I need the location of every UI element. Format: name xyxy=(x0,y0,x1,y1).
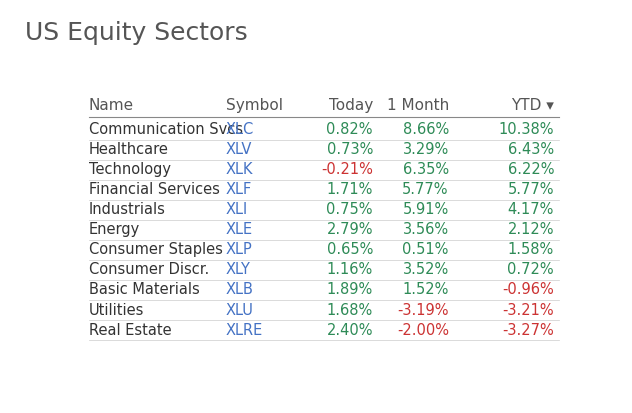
Text: 4.17%: 4.17% xyxy=(507,202,554,217)
Text: 0.75%: 0.75% xyxy=(326,202,373,217)
Text: 0.51%: 0.51% xyxy=(403,242,449,257)
Text: 2.12%: 2.12% xyxy=(507,222,554,237)
Text: 3.56%: 3.56% xyxy=(403,222,449,237)
Text: 2.79%: 2.79% xyxy=(326,222,373,237)
Text: -3.21%: -3.21% xyxy=(502,303,554,318)
Text: YTD ▾: YTD ▾ xyxy=(511,98,554,113)
Text: Technology: Technology xyxy=(88,162,171,177)
Text: XLB: XLB xyxy=(226,282,254,297)
Text: 3.29%: 3.29% xyxy=(403,142,449,157)
Text: 1.71%: 1.71% xyxy=(327,182,373,197)
Text: 6.35%: 6.35% xyxy=(403,162,449,177)
Text: Basic Materials: Basic Materials xyxy=(88,282,200,297)
Text: 0.65%: 0.65% xyxy=(327,242,373,257)
Text: -0.96%: -0.96% xyxy=(502,282,554,297)
Text: Consumer Discr.: Consumer Discr. xyxy=(88,262,209,278)
Text: Energy: Energy xyxy=(88,222,140,237)
Text: 1 Month: 1 Month xyxy=(387,98,449,113)
Text: 10.38%: 10.38% xyxy=(499,122,554,137)
Text: 6.22%: 6.22% xyxy=(507,162,554,177)
Text: -3.19%: -3.19% xyxy=(398,303,449,318)
Text: XLU: XLU xyxy=(226,303,254,318)
Text: -2.00%: -2.00% xyxy=(397,323,449,337)
Text: 5.91%: 5.91% xyxy=(403,202,449,217)
Text: 0.82%: 0.82% xyxy=(326,122,373,137)
Text: XLK: XLK xyxy=(226,162,253,177)
Text: Name: Name xyxy=(88,98,134,113)
Text: 8.66%: 8.66% xyxy=(403,122,449,137)
Text: XLP: XLP xyxy=(226,242,253,257)
Text: Real Estate: Real Estate xyxy=(88,323,171,337)
Text: 2.40%: 2.40% xyxy=(326,323,373,337)
Text: XLC: XLC xyxy=(226,122,254,137)
Text: 0.73%: 0.73% xyxy=(327,142,373,157)
Text: 1.58%: 1.58% xyxy=(508,242,554,257)
Text: Symbol: Symbol xyxy=(226,98,283,113)
Text: XLV: XLV xyxy=(226,142,252,157)
Text: 1.16%: 1.16% xyxy=(327,262,373,278)
Text: XLI: XLI xyxy=(226,202,248,217)
Text: US Equity Sectors: US Equity Sectors xyxy=(25,21,248,45)
Text: 1.52%: 1.52% xyxy=(403,282,449,297)
Text: 6.43%: 6.43% xyxy=(508,142,554,157)
Text: Today: Today xyxy=(329,98,373,113)
Text: 5.77%: 5.77% xyxy=(403,182,449,197)
Text: Healthcare: Healthcare xyxy=(88,142,169,157)
Text: Utilities: Utilities xyxy=(88,303,144,318)
Text: -0.21%: -0.21% xyxy=(321,162,373,177)
Text: 1.68%: 1.68% xyxy=(327,303,373,318)
Text: -3.27%: -3.27% xyxy=(502,323,554,337)
Text: XLE: XLE xyxy=(226,222,253,237)
Text: XLY: XLY xyxy=(226,262,251,278)
Text: 0.72%: 0.72% xyxy=(507,262,554,278)
Text: Consumer Staples: Consumer Staples xyxy=(88,242,222,257)
Text: Communication Svcs: Communication Svcs xyxy=(88,122,243,137)
Text: XLRE: XLRE xyxy=(226,323,263,337)
Text: XLF: XLF xyxy=(226,182,252,197)
Text: Financial Services: Financial Services xyxy=(88,182,220,197)
Text: Industrials: Industrials xyxy=(88,202,166,217)
Text: 1.89%: 1.89% xyxy=(327,282,373,297)
Text: 3.52%: 3.52% xyxy=(403,262,449,278)
Text: 5.77%: 5.77% xyxy=(507,182,554,197)
